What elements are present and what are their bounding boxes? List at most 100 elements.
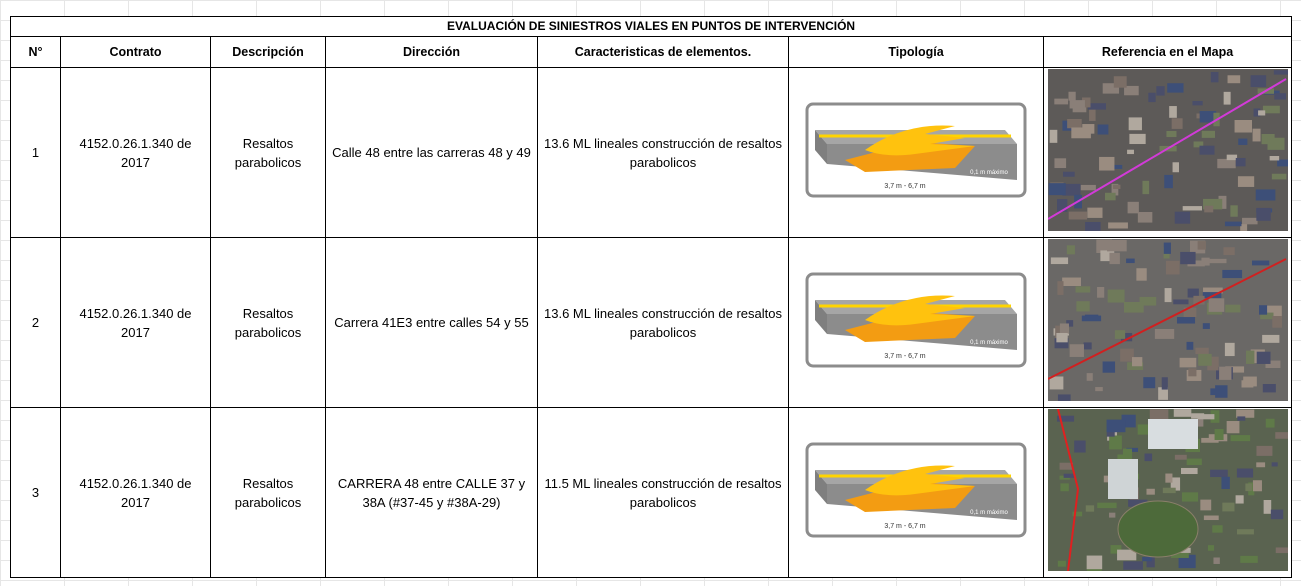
width-label: 3,7 m - 6,7 m: [884, 353, 925, 360]
cell: 4152.0.26.1.340 de 2017: [60, 67, 211, 238]
bump: [865, 295, 975, 326]
map-block: [1221, 269, 1242, 279]
table-row: 1 4152.0.26.1.340 de 2017 Resaltos parabol…: [10, 67, 1293, 238]
map-cell: [1042, 407, 1294, 578]
map-block: [1181, 492, 1198, 502]
column-header: Dirección: [325, 36, 538, 68]
road-side: [815, 470, 827, 504]
map-block: [1065, 320, 1073, 327]
map-block: [1099, 250, 1114, 262]
map-block: [1141, 556, 1152, 562]
map-route: [1047, 258, 1286, 380]
column-header: Contrato: [60, 36, 211, 68]
cell: Carrera 41E3 entre calles 54 y 55: [325, 237, 538, 408]
map-block: [1236, 529, 1254, 535]
map-block: [1236, 468, 1253, 478]
map-block: [1127, 499, 1147, 507]
map-block: [1170, 477, 1180, 491]
map-block: [1107, 222, 1128, 229]
map-block: [1123, 301, 1144, 313]
map-cell: [1042, 237, 1293, 408]
map-block: [1236, 416, 1245, 421]
map-block: [1203, 515, 1219, 521]
map-block: [1053, 98, 1068, 105]
map-block: [1172, 299, 1189, 305]
map-block: [1086, 373, 1093, 381]
map-block: [1271, 316, 1282, 328]
map-block: [1157, 387, 1168, 400]
map-block: [1239, 224, 1247, 234]
map-block: [1162, 487, 1176, 494]
map-block: [1200, 437, 1219, 443]
map-block: [1256, 445, 1272, 456]
map-building: [1107, 459, 1138, 499]
map-block: [1183, 307, 1196, 318]
map-block: [1207, 545, 1214, 551]
map-block: [1131, 357, 1142, 367]
map-block: [1206, 356, 1219, 371]
map-block: [1108, 435, 1122, 450]
map-block: [1081, 315, 1101, 322]
cell: 2: [10, 237, 61, 408]
map-block: [1255, 207, 1271, 221]
map-building: [1147, 419, 1198, 449]
map-block: [1053, 158, 1066, 169]
map-block: [1128, 133, 1146, 145]
map-block: [1050, 257, 1068, 265]
map-block: [1262, 105, 1280, 114]
map-block: [1057, 560, 1066, 567]
map-block: [1049, 376, 1063, 390]
map-block: [1081, 97, 1091, 108]
map-block: [1120, 332, 1132, 342]
cell: 4152.0.26.1.340 de 2017: [60, 237, 211, 408]
map-block: [1182, 206, 1202, 211]
map-block: [1075, 286, 1090, 293]
map-block: [1147, 92, 1156, 103]
map-block: [1164, 288, 1172, 303]
typology-cell: 3,7 m - 6,7 m 0,1 m máximo: [788, 67, 1044, 238]
map-image: [1047, 408, 1294, 577]
map-block: [1255, 189, 1275, 201]
map-block: [1269, 155, 1279, 161]
height-label: 0,1 m máximo: [970, 510, 1008, 516]
map-block: [1235, 495, 1244, 504]
map-block: [1201, 130, 1215, 138]
map-block: [1202, 292, 1221, 299]
map-block: [1275, 547, 1293, 554]
height-label: 0,1 m máximo: [970, 170, 1008, 176]
map-block: [1267, 137, 1285, 150]
map-block: [1126, 149, 1134, 155]
map-block: [1223, 91, 1231, 105]
map-block: [1061, 277, 1081, 287]
map-block: [1112, 184, 1120, 189]
map-block: [1123, 85, 1139, 96]
map-block: [1265, 418, 1275, 428]
map-block: [1224, 366, 1244, 373]
map-block: [1048, 183, 1066, 196]
map-block: [1230, 435, 1250, 442]
map-block: [1202, 323, 1210, 329]
table-body: 1 4152.0.26.1.340 de 2017 Resaltos parabol…: [10, 67, 1294, 578]
map-block: [1142, 377, 1155, 389]
map-image: [1047, 239, 1288, 403]
map-block: [1226, 421, 1239, 434]
table-row: 3 4152.0.26.1.340 de 2017 Resaltos parabol…: [10, 407, 1294, 578]
map-route: [1056, 408, 1079, 572]
map-block: [1107, 289, 1125, 303]
map-block: [1144, 453, 1152, 462]
map-block: [1137, 212, 1152, 223]
map-block: [1216, 158, 1236, 169]
map-block: [1056, 281, 1064, 295]
map-block: [1135, 268, 1147, 281]
map-block: [1271, 462, 1278, 467]
map-block: [1229, 205, 1238, 217]
cell: CARRERA 48 entre CALLE 37 y 38A (#37-45 …: [325, 407, 538, 578]
cell: 11.5 ML lineales construcción de resalto…: [537, 407, 789, 578]
map-block: [1199, 145, 1215, 155]
map-block: [1270, 509, 1283, 520]
map-block: [1263, 500, 1271, 514]
map-block: [1055, 332, 1068, 343]
map-block: [1214, 429, 1224, 440]
map-block: [1083, 342, 1092, 350]
